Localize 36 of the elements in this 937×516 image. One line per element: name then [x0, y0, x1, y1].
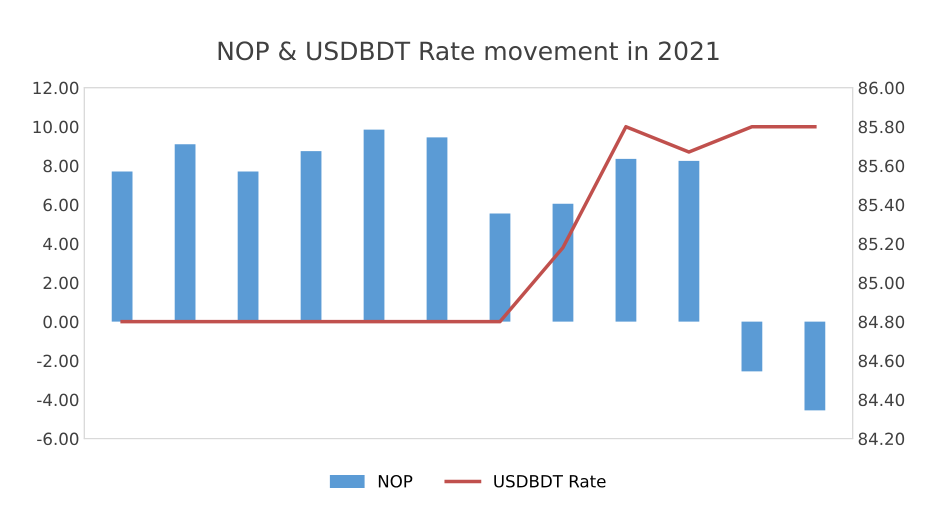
bar	[490, 213, 510, 322]
y-tick-label: 8.00	[43, 160, 78, 172]
chart-title: NOP & USDBDT Rate movement in 2021	[218, 40, 719, 60]
y-tick-label: -6.00	[37, 432, 78, 446]
legend-label: NOP	[378, 474, 412, 488]
bar	[112, 172, 133, 322]
y-tick-label: 12.00	[34, 82, 78, 94]
bar	[300, 151, 322, 322]
y2-tick-label: 85.20	[858, 238, 904, 250]
bar	[174, 144, 196, 322]
line-series	[120, 124, 817, 324]
y-tick-label: 6.00	[44, 198, 78, 212]
y2-tick-label: 84.20	[858, 432, 904, 446]
y-tick-label: 10.00	[34, 120, 78, 134]
y-tick-label: -4.00	[37, 394, 78, 406]
bar	[552, 204, 574, 322]
bar	[678, 160, 700, 322]
y-tick-label: 2.00	[44, 276, 78, 290]
legend-label: USDBDT Rate	[494, 474, 606, 488]
y2-tick-label: 85.40	[858, 198, 904, 212]
y2-tick-label: 84.40	[858, 394, 904, 406]
y-tick-label: 4.00	[43, 238, 78, 250]
bar	[804, 322, 826, 410]
bar	[238, 172, 258, 322]
y2-tick-label: 85.00	[858, 276, 904, 290]
y2-tick-label: 85.60	[858, 160, 904, 172]
bar	[364, 130, 384, 322]
bar	[742, 322, 762, 372]
bar	[426, 137, 448, 322]
y2-tick-label: 85.80	[858, 120, 904, 134]
y-tick-label: -2.00	[37, 354, 78, 368]
y2-tick-label: 84.80	[858, 316, 904, 328]
y2-tick-label: 86.00	[858, 82, 904, 94]
y2-tick-label: 84.60	[858, 354, 904, 368]
y-tick-label: 0.00	[43, 316, 78, 328]
bar	[616, 158, 636, 322]
